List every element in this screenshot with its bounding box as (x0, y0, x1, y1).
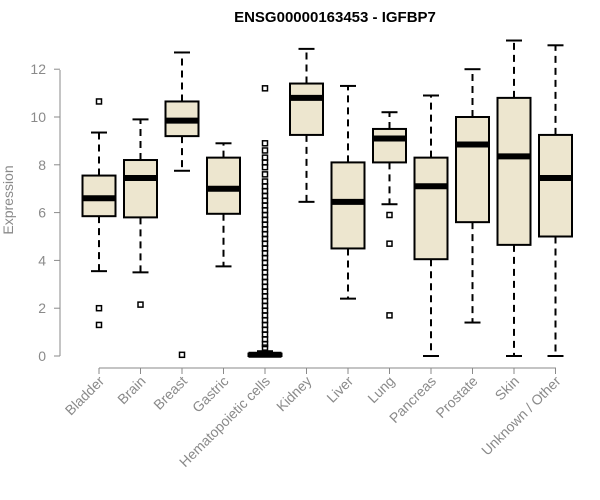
outlier-point (261, 171, 269, 178)
x-tick-label: Breast (150, 373, 190, 413)
y-tick-label: 0 (38, 348, 46, 364)
iqr-box (372, 127, 407, 164)
outlier-point (261, 140, 269, 147)
iqr-box (123, 159, 158, 219)
iqr-box (289, 82, 324, 136)
y-tick-label: 12 (30, 61, 46, 77)
chart-title: ENSG00000163453 - IGFBP7 (234, 9, 436, 26)
iqr-box (330, 161, 366, 250)
outlier-point (178, 351, 186, 359)
outlier-point (95, 304, 103, 312)
box-prostate (455, 68, 490, 324)
y-tick-label: 6 (38, 205, 46, 221)
y-axis-label: Expression (0, 165, 16, 234)
outlier-point (261, 344, 269, 351)
box-kidney (289, 47, 324, 203)
outlier-point (261, 85, 269, 92)
iqr-box (496, 96, 532, 246)
outlier-point (261, 147, 269, 154)
y-tick-label: 2 (38, 300, 46, 316)
box-skin (496, 39, 532, 357)
x-tick-label: Kidney (273, 373, 315, 415)
box-liver (330, 84, 366, 300)
y-axis-ticks: 0 2 4 6 8 10 12 (30, 61, 60, 364)
outlier-point (95, 98, 103, 105)
box-bladder (81, 98, 117, 329)
box-brain (123, 118, 158, 308)
x-tick-label: Prostate (432, 373, 480, 421)
y-tick-label: 10 (30, 109, 46, 125)
box-series (81, 39, 573, 359)
x-tick-label: Skin (492, 373, 523, 404)
outlier-point (386, 240, 393, 247)
outlier-point (261, 163, 269, 171)
iqr-box (538, 133, 573, 238)
y-tick-label: 4 (38, 252, 46, 268)
box-hematopoietic-cells (247, 85, 283, 358)
box-breast (164, 51, 200, 359)
box-unknown-other (538, 44, 573, 357)
outlier-point (95, 321, 103, 329)
box-lung (372, 111, 407, 319)
box-pancreas (413, 94, 449, 357)
x-tick-label: Bladder (62, 373, 108, 419)
x-tick-label: Lung (364, 373, 397, 406)
iqr-box (413, 156, 449, 261)
iqr-box (455, 116, 490, 224)
y-tick-label: 8 (38, 157, 46, 173)
outlier-point (137, 301, 144, 308)
x-tick-label: Brain (114, 373, 148, 407)
outlier-point (386, 312, 393, 319)
outlier-point (386, 211, 393, 219)
box-gastric (206, 142, 241, 268)
x-tick-label: Liver (323, 373, 356, 406)
x-tick-label: Unknown / Other (478, 373, 564, 459)
outlier-point (261, 340, 269, 348)
